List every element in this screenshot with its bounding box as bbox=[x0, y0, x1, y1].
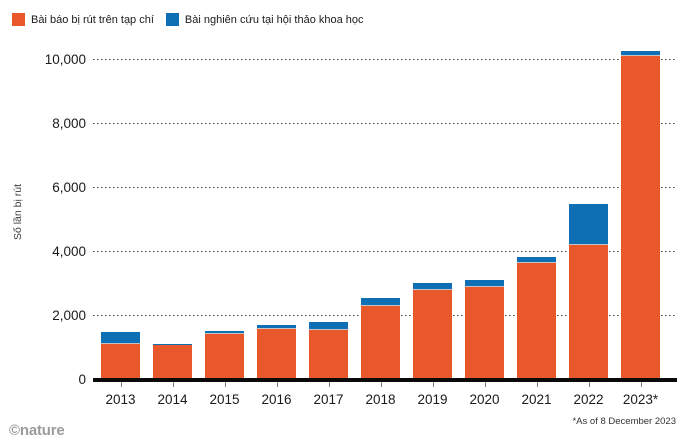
gridline-4000 bbox=[93, 251, 677, 252]
bar-2023-journal bbox=[621, 55, 660, 380]
bar-2018-conference bbox=[361, 298, 400, 306]
legend-label-journal: Bài báo bị rút trên tạp chí bbox=[31, 13, 154, 26]
legend-swatch-journal-icon bbox=[12, 13, 25, 26]
bar-2014-conference bbox=[153, 343, 192, 345]
bar-2023-conference bbox=[621, 51, 660, 56]
legend-item-journal: Bài báo bị rút trên tạp chí bbox=[12, 13, 154, 26]
x-tick-2014 bbox=[172, 382, 174, 387]
gridline-6000 bbox=[93, 187, 677, 188]
y-tick-label-6000: 6,000 bbox=[52, 180, 86, 195]
plot-area bbox=[93, 44, 677, 382]
bar-2019-journal bbox=[413, 289, 452, 380]
x-label-2020: 2020 bbox=[469, 392, 500, 407]
x-label-2021: 2021 bbox=[521, 392, 552, 407]
x-tick-2022 bbox=[588, 382, 590, 387]
y-tick-label-10000: 10,000 bbox=[44, 52, 86, 67]
bar-2016-journal bbox=[257, 328, 296, 380]
legend-label-conference: Bài nghiên cứu tại hội thảo khoa học bbox=[184, 13, 364, 26]
bar-2019-conference bbox=[413, 283, 452, 290]
bar-2015-conference bbox=[205, 330, 244, 334]
nature-watermark: ©nature bbox=[9, 422, 65, 439]
x-label-2019: 2019 bbox=[417, 392, 448, 407]
legend: Bài báo bị rút trên tạp chí Bài nghiên c… bbox=[12, 13, 364, 26]
bar-2022-journal bbox=[569, 244, 608, 380]
x-label-2018: 2018 bbox=[365, 392, 396, 407]
legend-swatch-conference-icon bbox=[165, 13, 179, 26]
bar-2021-conference bbox=[517, 256, 556, 262]
bar-2017-journal bbox=[309, 329, 348, 380]
bar-2013-journal bbox=[101, 343, 140, 380]
legend-item-conference: Bài nghiên cứu tại hội thảo khoa học bbox=[165, 13, 364, 26]
x-tick-2015 bbox=[224, 382, 226, 387]
bar-2018-journal bbox=[361, 305, 400, 380]
x-tick-2017 bbox=[328, 382, 330, 387]
bar-2017-conference bbox=[309, 322, 348, 330]
x-tick-2019 bbox=[432, 382, 434, 387]
x-tick-2023 bbox=[640, 382, 642, 387]
bar-2013-conference bbox=[101, 332, 140, 344]
x-tick-2018 bbox=[380, 382, 382, 387]
bar-2022-conference bbox=[569, 204, 608, 244]
x-label-2016: 2016 bbox=[261, 392, 292, 407]
bar-2014-journal bbox=[153, 344, 192, 380]
x-label-2022: 2022 bbox=[573, 392, 604, 407]
x-tick-2016 bbox=[276, 382, 278, 387]
y-tick-label-4000: 4,000 bbox=[52, 244, 86, 259]
bar-2015-journal bbox=[205, 333, 244, 380]
bar-2020-journal bbox=[465, 285, 504, 380]
y-tick-label-2000: 2,000 bbox=[52, 308, 86, 323]
gridline-8000 bbox=[93, 123, 677, 124]
x-label-2014: 2014 bbox=[157, 392, 188, 407]
x-label-2013: 2013 bbox=[105, 392, 136, 407]
footnote: *As of 8 December 2023 bbox=[572, 416, 676, 427]
y-tick-label-8000: 8,000 bbox=[52, 116, 86, 131]
x-tick-2013 bbox=[120, 382, 122, 387]
gridline-10000 bbox=[93, 59, 677, 60]
x-label-2015: 2015 bbox=[209, 392, 240, 407]
x-label-2023: 2023* bbox=[622, 392, 659, 407]
x-tick-2020 bbox=[484, 382, 486, 387]
x-tick-2021 bbox=[536, 382, 538, 387]
bar-2020-conference bbox=[465, 279, 504, 286]
x-axis-line bbox=[93, 378, 677, 382]
y-tick-label-0: 0 bbox=[78, 372, 86, 387]
bar-2021-journal bbox=[517, 261, 556, 380]
bar-2016-conference bbox=[257, 325, 296, 329]
x-label-2017: 2017 bbox=[313, 392, 344, 407]
